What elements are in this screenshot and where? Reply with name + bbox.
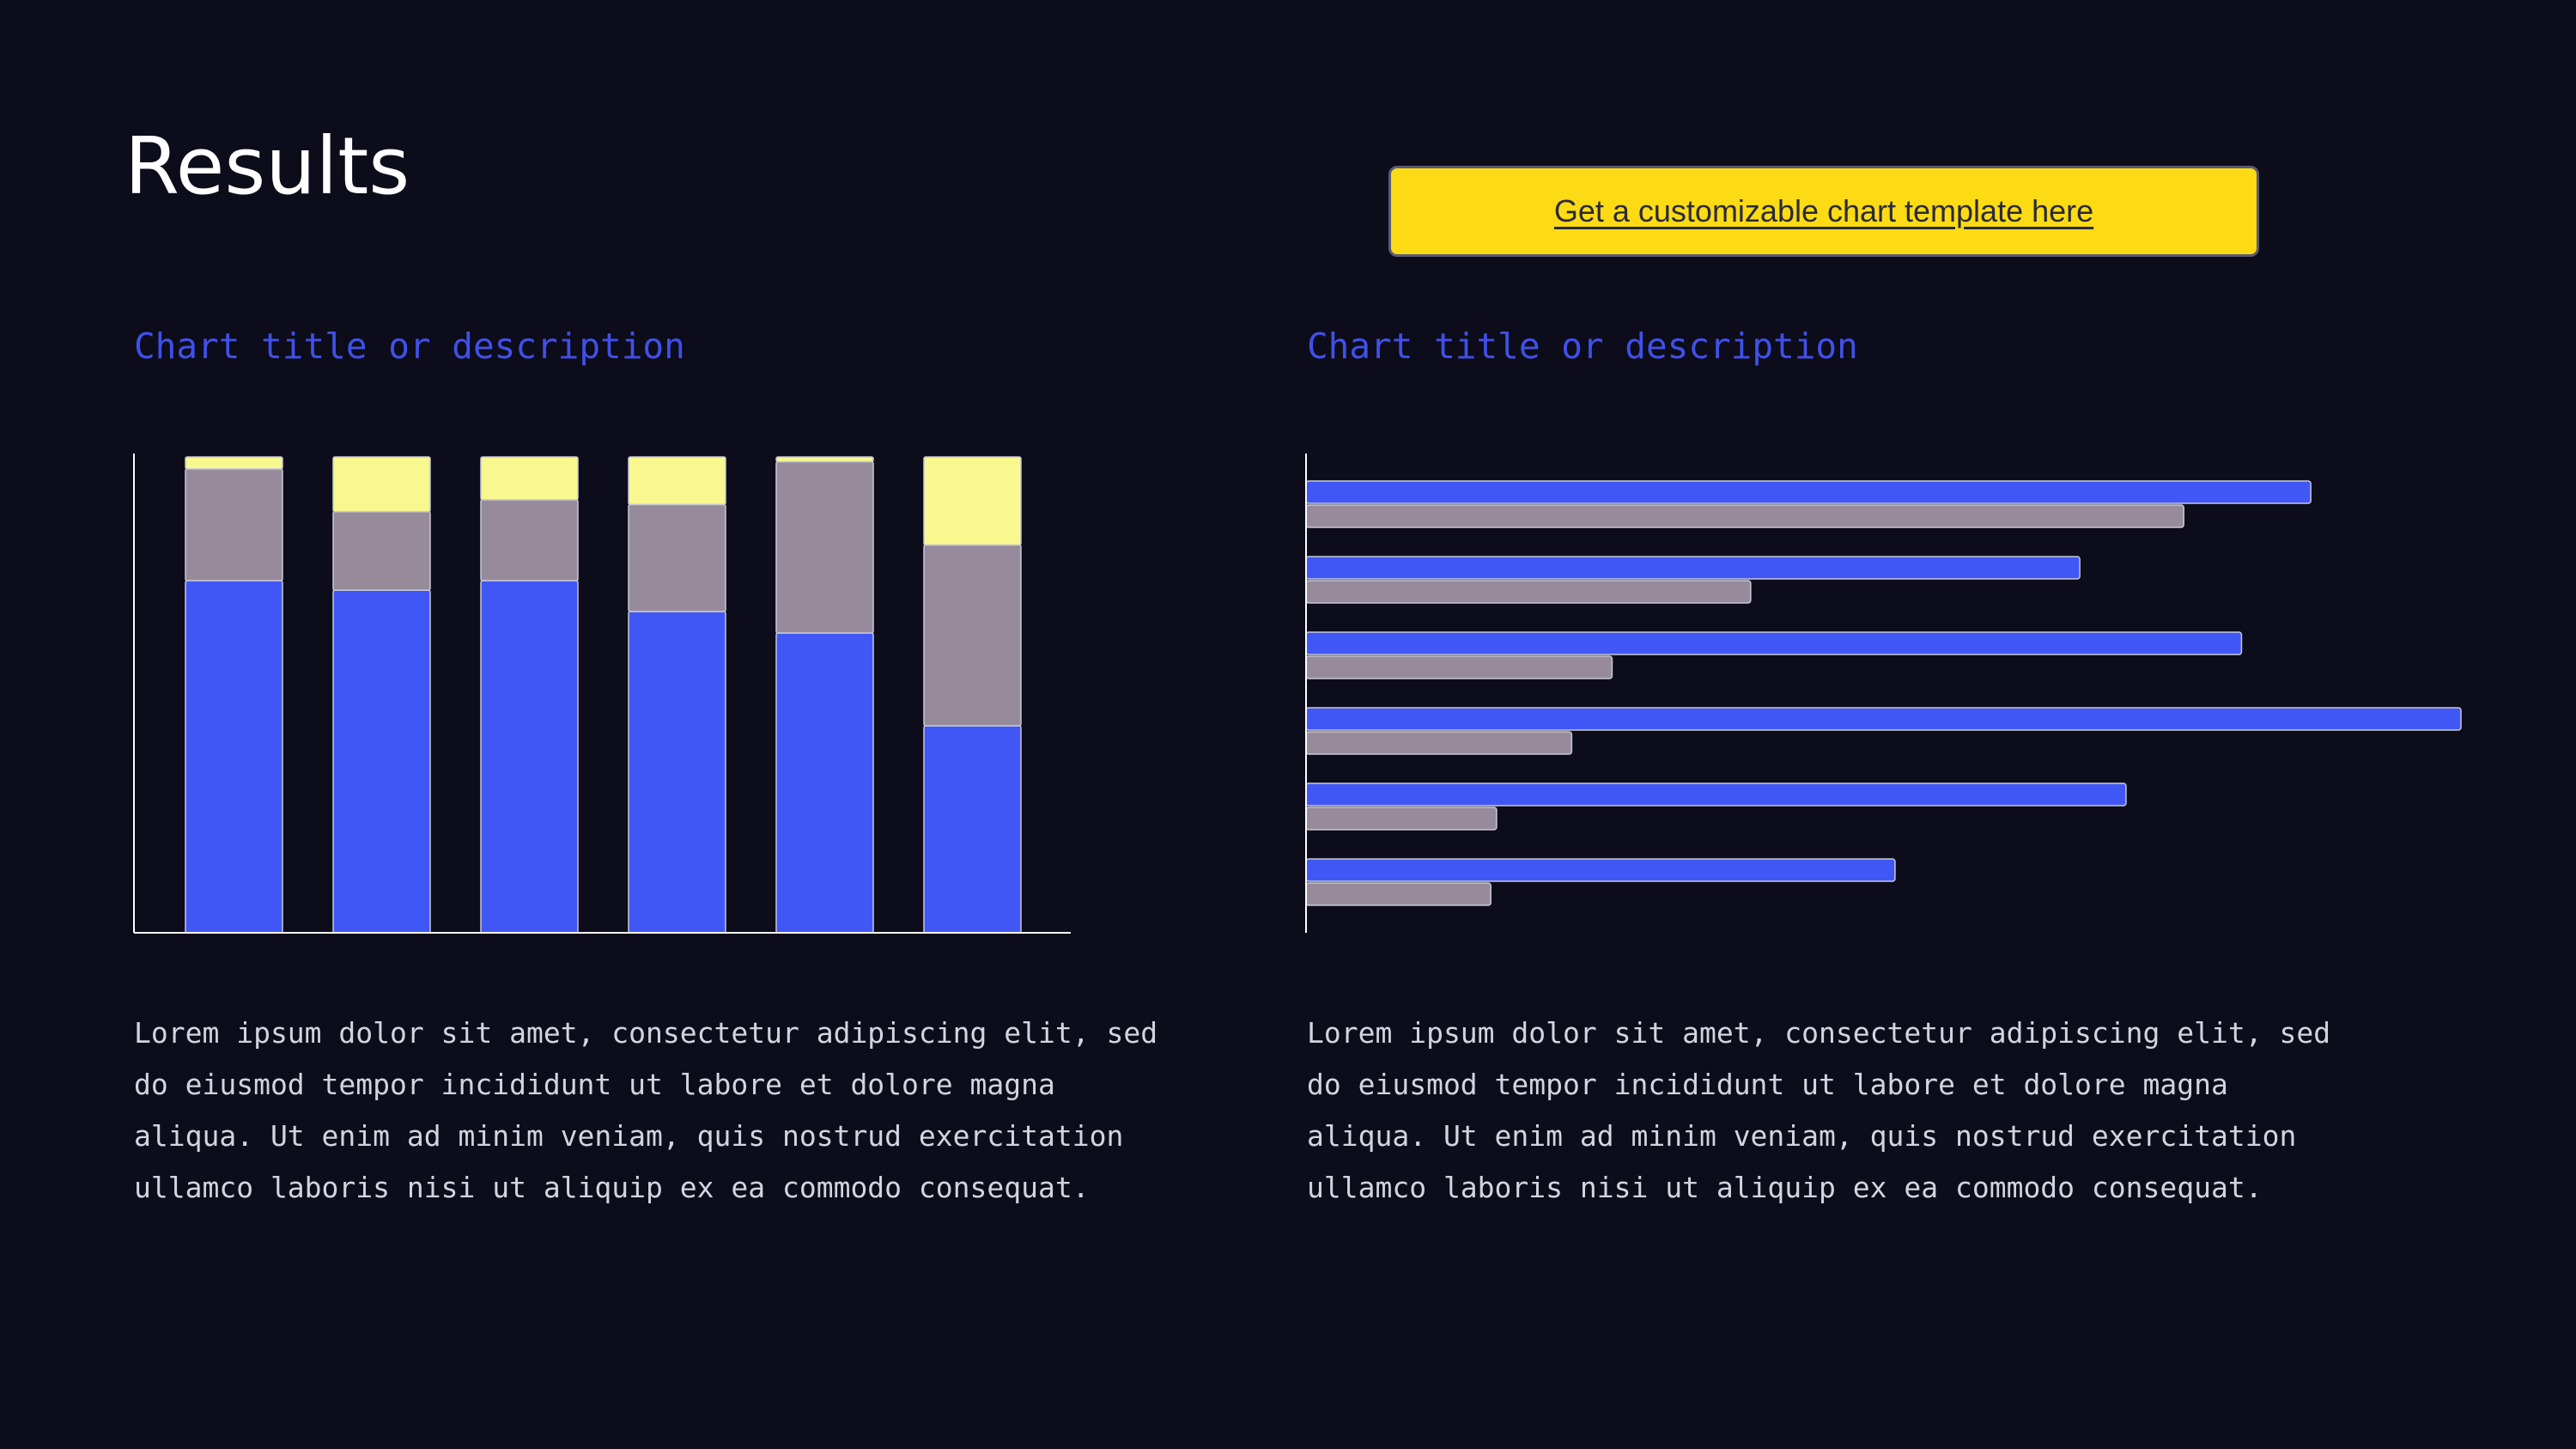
bar-3-series-2 <box>1305 655 1613 679</box>
page-title: Results <box>125 120 410 212</box>
bar-5-series-2 <box>1305 807 1498 831</box>
bar-segment-5-series-2 <box>775 460 874 634</box>
right-chart-title: Chart title or description <box>1307 326 1858 367</box>
bar-segment-1-series-3 <box>185 456 283 470</box>
chart-template-link-button[interactable]: Get a customizable chart template here <box>1388 166 2259 257</box>
bar-4-series-1 <box>1305 707 2462 731</box>
horizontal-bar-chart <box>1305 454 2462 933</box>
bar-segment-3-series-3 <box>480 456 579 501</box>
bar-segment-6-series-1 <box>923 725 1022 934</box>
right-chart-description: Lorem ipsum dolor sit amet, consectetur … <box>1307 1016 2331 1204</box>
bar-6-series-2 <box>1305 882 1492 906</box>
bar-3-series-1 <box>1305 631 2243 655</box>
bar-4-series-2 <box>1305 731 1573 755</box>
bar-segment-3-series-2 <box>480 499 579 581</box>
bar-segment-1-series-2 <box>185 468 283 581</box>
bar-segment-6-series-3 <box>923 456 1022 546</box>
left-chart-title: Chart title or description <box>134 326 685 367</box>
bar-segment-2-series-2 <box>332 510 431 591</box>
bar-segment-1-series-1 <box>185 580 283 934</box>
bar-6-series-1 <box>1305 858 1896 882</box>
bar-2-series-1 <box>1305 556 2081 580</box>
bar-segment-5-series-1 <box>775 632 874 934</box>
bar-segment-4-series-3 <box>628 456 726 506</box>
bar-segment-6-series-2 <box>923 544 1022 727</box>
bar-segment-2-series-3 <box>332 456 431 513</box>
bar-segment-2-series-1 <box>332 589 431 934</box>
left-chart-description: Lorem ipsum dolor sit amet, consectetur … <box>134 1016 1158 1204</box>
bar-segment-5-series-3 <box>775 456 874 463</box>
bar-2-series-2 <box>1305 580 1752 604</box>
bar-segment-3-series-1 <box>480 580 579 934</box>
bar-segment-4-series-1 <box>628 611 726 934</box>
bar-5-series-1 <box>1305 782 2127 807</box>
bar-segment-4-series-2 <box>628 503 726 612</box>
bar-1-series-2 <box>1305 504 2184 528</box>
stacked-column-chart <box>133 454 1071 934</box>
bar-1-series-1 <box>1305 480 2312 504</box>
